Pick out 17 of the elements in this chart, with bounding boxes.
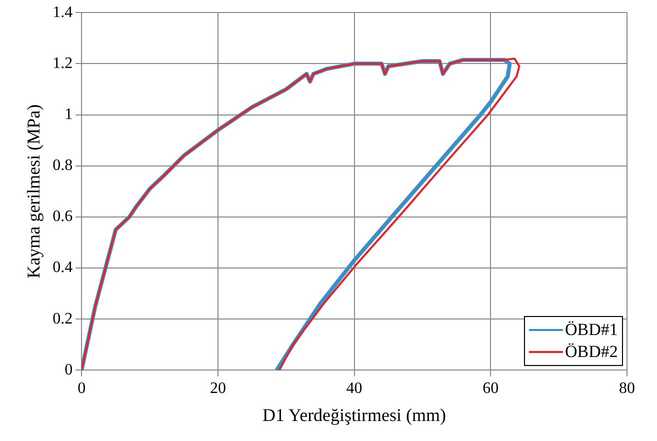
y-tick-label: 1.2: [52, 54, 73, 72]
x-tick-label: 40: [346, 380, 362, 398]
y-tick-label: 1.4: [52, 4, 73, 21]
x-tick-label: 20: [210, 380, 226, 398]
x-tick-label: 0: [78, 380, 86, 398]
y-axis-title: Kayma gerilmesi (MPa): [24, 104, 44, 278]
y-tick-label: 0.4: [52, 259, 73, 276]
legend-label: ÖBD#2: [565, 341, 618, 364]
y-tick-label: 0.6: [52, 208, 73, 226]
x-tick-label: 60: [482, 380, 499, 398]
x-axis-title: D1 Yerdeğiştirmesi (mm): [262, 404, 446, 425]
legend-label: ÖBD#1: [565, 319, 618, 342]
y-tick-label: 0: [64, 361, 73, 378]
y-tick-label: 0.8: [52, 157, 73, 174]
y-tick-label: 1: [64, 106, 73, 123]
y-tick-label: 0.2: [52, 310, 73, 328]
x-tick-label: 80: [619, 380, 635, 398]
